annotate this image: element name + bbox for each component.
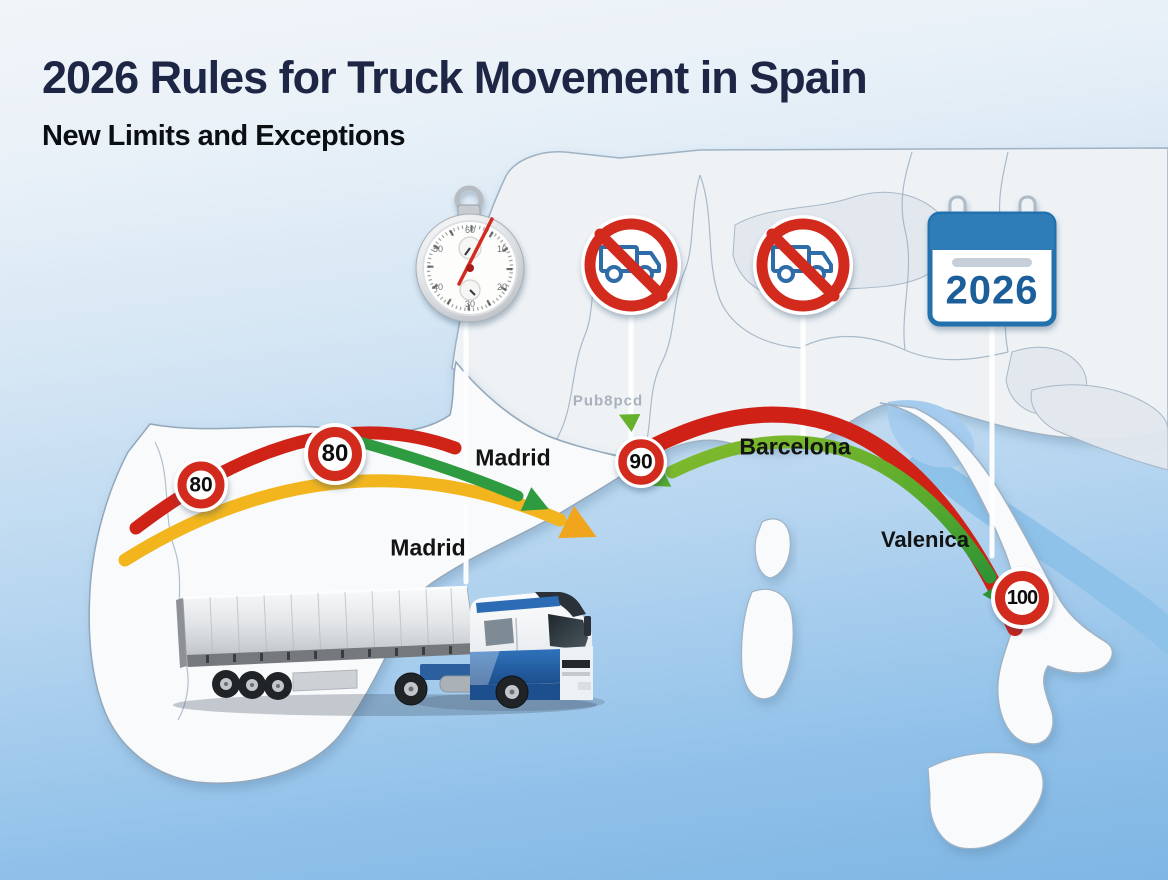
route-arc-green-east — [665, 435, 997, 584]
trailer-wheels — [212, 670, 292, 700]
map-sicily — [927, 751, 1044, 850]
faint-map-label: Pub8pcd — [572, 392, 644, 410]
no-trucks-sign-icon — [753, 215, 853, 315]
city-label-valenica: Valenica — [880, 527, 970, 552]
speed-sign-value-center: 90 — [629, 450, 653, 474]
map-corsica — [754, 518, 791, 579]
speed-sign-value-west: 80 — [189, 473, 213, 497]
map-sardinia — [740, 588, 794, 700]
calendar-icon — [927, 195, 1057, 327]
route-arrowhead-green-center-upper — [618, 414, 641, 432]
city-label-madrid-upper: Madrid — [475, 444, 551, 471]
stopwatch-icon: 60 10 20 30 40 50 — [415, 185, 525, 323]
map-italy — [879, 402, 1114, 745]
route-arrowhead-yellow — [558, 505, 597, 539]
speed-sign-value-east: 100 — [1006, 587, 1038, 609]
calendar-year-label: 2026 — [945, 268, 1039, 313]
map-adriatic-sea — [908, 448, 1168, 655]
page-subtitle: New Limits and Exceptions — [42, 120, 405, 152]
svg-text:40: 40 — [433, 282, 443, 292]
svg-text:20: 20 — [497, 282, 507, 292]
tractor-wheels — [394, 672, 529, 709]
speed-limit-sign-west — [174, 458, 228, 512]
speed-limit-sign-north — [304, 423, 366, 485]
speed-limit-sign-center — [615, 436, 667, 488]
city-label-madrid-lower: Madrid — [390, 534, 466, 561]
city-label-barcelona: Barcelona — [739, 433, 851, 460]
no-trucks-sign-icon — [581, 215, 681, 315]
semi-truck-illustration — [173, 585, 605, 716]
page-title: 2026 Rules for Truck Movement in Spain — [42, 52, 868, 103]
speed-sign-value-north: 80 — [321, 440, 349, 467]
stopwatch-dial-numbers: 60 10 20 30 40 50 — [433, 225, 507, 309]
speed-limit-sign-east — [991, 567, 1053, 629]
route-arrowhead-green-west — [520, 487, 549, 511]
svg-text:30: 30 — [465, 299, 475, 309]
svg-text:50: 50 — [433, 244, 443, 254]
route-arc-green-west — [339, 432, 524, 502]
svg-text:10: 10 — [497, 244, 507, 254]
map-portugal-border — [154, 441, 189, 721]
map-borders — [554, 151, 1009, 463]
svg-text:60: 60 — [465, 225, 475, 235]
